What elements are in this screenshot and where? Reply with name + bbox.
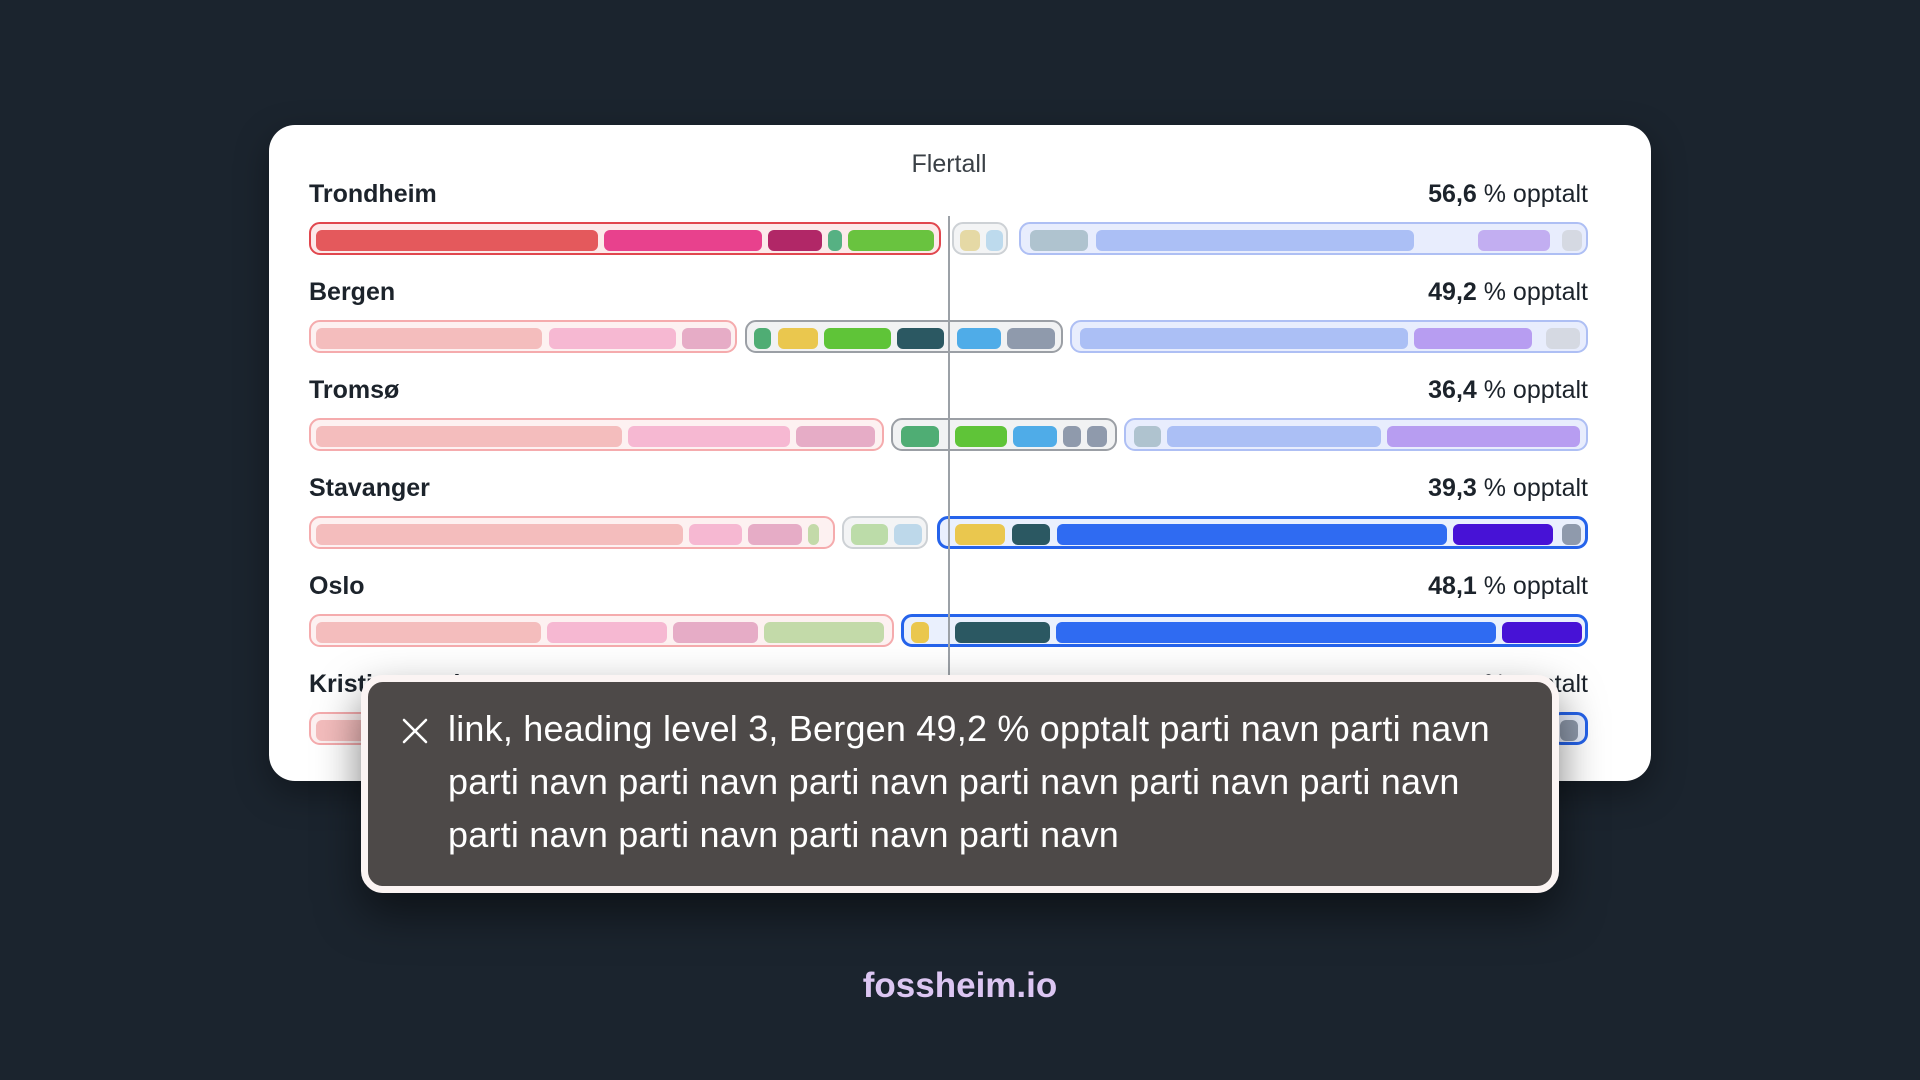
seat-group-trondheim-blue-muted[interactable]: [1019, 222, 1588, 255]
seat-group-bergen-pink-muted[interactable]: [309, 320, 737, 353]
seat-segment: [1062, 425, 1081, 447]
seat-segment: [689, 524, 742, 545]
counted-pct-oslo: 48,1 % opptalt: [1428, 572, 1588, 600]
seat-group-troms-blue-muted[interactable]: [1124, 418, 1588, 451]
city-label-trondheim: Trondheim: [309, 180, 437, 208]
seat-group-trondheim-gray-muted[interactable]: [952, 222, 1008, 255]
city-label-stavanger: Stavanger: [309, 474, 430, 502]
seat-segment: [1560, 720, 1578, 741]
seat-segment: [1056, 622, 1496, 643]
seat-group-stavanger-pink-muted[interactable]: [309, 516, 835, 549]
seat-segment: [1502, 622, 1582, 643]
seat-segment: [547, 622, 667, 643]
seat-segment: [316, 426, 622, 447]
seat-segment: [1012, 524, 1050, 545]
seat-segment: [1562, 230, 1582, 251]
seat-group-stavanger-gray-muted[interactable]: [842, 516, 928, 549]
seat-group-bergen-blue-muted[interactable]: [1070, 320, 1588, 353]
seat-segment: [796, 426, 875, 447]
seat-segment: [823, 327, 891, 349]
seat-segment: [1387, 426, 1580, 447]
seat-segment: [894, 524, 922, 545]
seat-segment: [955, 622, 1050, 643]
seat-segment: [315, 229, 598, 251]
seat-segment: [748, 524, 802, 545]
seat-segment: [628, 426, 790, 447]
majority-line: [948, 216, 950, 680]
seat-segment: [316, 524, 683, 545]
seat-segment: [603, 229, 762, 251]
close-icon[interactable]: [398, 714, 432, 748]
seat-segment: [1030, 230, 1088, 251]
seat-segment: [1086, 425, 1107, 447]
seat-group-troms-gray-strong[interactable]: [891, 418, 1117, 451]
seat-segment: [316, 622, 541, 643]
seat-segment: [900, 425, 939, 447]
majority-label: Flertall: [911, 150, 987, 178]
counted-pct-troms: 36,4 % opptalt: [1428, 376, 1588, 404]
seat-group-trondheim-red-strong[interactable]: [309, 222, 941, 255]
seat-segment: [1414, 328, 1532, 349]
seat-segment: [956, 327, 1001, 349]
seat-segment: [1057, 524, 1447, 545]
city-label-oslo: Oslo: [309, 572, 365, 600]
seat-segment: [1453, 524, 1553, 545]
seat-segment: [827, 229, 842, 251]
seat-segment: [1478, 230, 1550, 251]
seat-segment: [954, 425, 1007, 447]
seat-segment: [808, 524, 819, 545]
seat-segment: [851, 524, 888, 545]
seat-segment: [1167, 426, 1381, 447]
seat-segment: [986, 230, 1003, 251]
seat-segment: [764, 622, 884, 643]
seat-segment: [1096, 230, 1414, 251]
counted-pct-bergen: 49,2 % opptalt: [1428, 278, 1588, 306]
seat-group-troms-pink-muted[interactable]: [309, 418, 884, 451]
seat-segment: [1562, 524, 1581, 545]
tooltip-text: link, heading level 3, Bergen 49,2 % opp…: [448, 708, 1490, 855]
counted-pct-trondheim: 56,6 % opptalt: [1428, 180, 1588, 208]
seat-segment: [673, 622, 758, 643]
seat-segment: [549, 328, 676, 349]
screen-reader-tooltip: link, heading level 3, Bergen 49,2 % opp…: [361, 675, 1559, 893]
seat-segment: [1080, 328, 1408, 349]
seat-segment: [1012, 425, 1057, 447]
counted-pct-stavanger: 39,3 % opptalt: [1428, 474, 1588, 502]
seat-group-oslo-pink-muted[interactable]: [309, 614, 894, 647]
city-label-bergen: Bergen: [309, 278, 396, 306]
seat-segment: [896, 327, 944, 349]
seat-segment: [316, 328, 542, 349]
seat-group-stavanger-blue-strong[interactable]: [937, 516, 1588, 549]
seat-segment: [1006, 327, 1055, 349]
seat-segment: [1134, 426, 1161, 447]
seat-segment: [767, 229, 822, 251]
seat-group-oslo-blue-strong[interactable]: [901, 614, 1588, 647]
seat-segment: [753, 327, 771, 349]
footer-brand-link[interactable]: fossheim.io: [862, 966, 1058, 1005]
seat-segment: [960, 230, 980, 251]
seat-segment: [955, 524, 1005, 545]
seat-segment: [777, 327, 818, 349]
seat-segment: [1546, 328, 1580, 349]
seat-segment: [847, 229, 934, 251]
seat-segment: [911, 622, 929, 643]
seat-segment: [682, 328, 731, 349]
seat-group-bergen-gray-strong[interactable]: [745, 320, 1063, 353]
city-label-troms: Tromsø: [309, 376, 400, 404]
